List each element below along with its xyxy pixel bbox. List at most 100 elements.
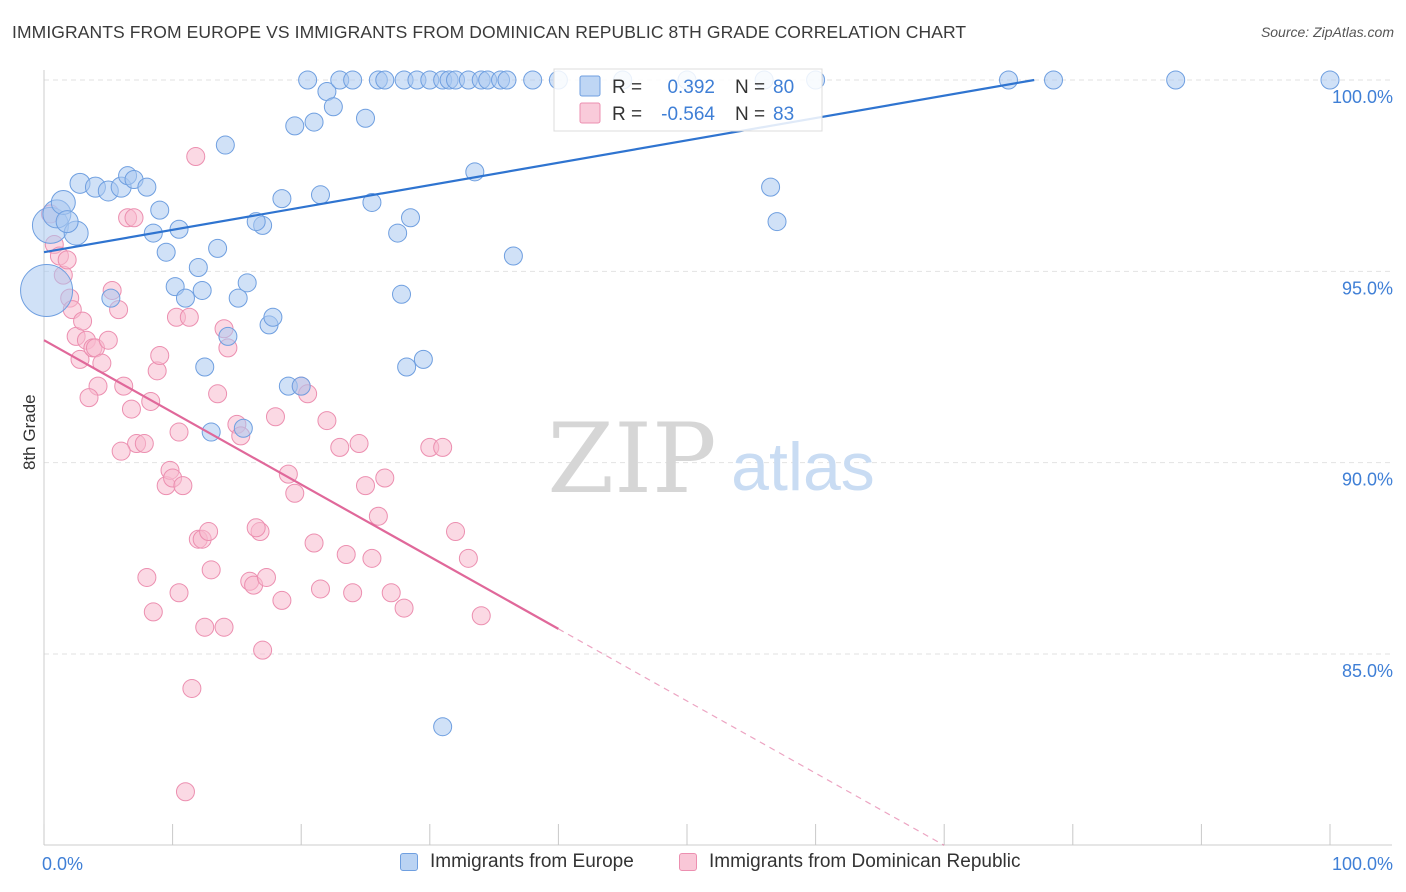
legend-dom-r-label: R =: [612, 104, 642, 125]
dominican-point: [336, 545, 356, 565]
dominican-point: [375, 468, 395, 488]
dominican-point: [394, 598, 414, 618]
dominican-point: [330, 437, 350, 457]
europe-point: [375, 70, 395, 90]
europe-point: [101, 288, 121, 308]
europe-point: [413, 349, 433, 369]
chart-title: IMMIGRANTS FROM EUROPE VS IMMIGRANTS FRO…: [12, 22, 967, 42]
stats-legend: R = 0.392 N = 80 R = -0.564 N = 83: [553, 68, 823, 132]
dominican-point: [73, 311, 93, 331]
dominican-point: [343, 583, 363, 603]
dominican-point: [169, 583, 189, 603]
dominican-point: [143, 602, 163, 622]
dominican-point: [256, 567, 276, 587]
europe-point: [304, 112, 324, 132]
europe-point: [291, 376, 311, 396]
bottom-legend-europe-swatch: [400, 853, 418, 871]
dominican-point: [253, 640, 273, 660]
europe-trend-line-solid: [43, 78, 1035, 254]
watermark: ZIP atlas: [547, 403, 874, 515]
europe-point: [263, 307, 283, 327]
europe-point: [156, 242, 176, 262]
dominican-point: [124, 208, 144, 228]
dominican-point: [169, 422, 189, 442]
axes: [43, 70, 1392, 846]
legend-europe-r-label: R =: [612, 77, 642, 98]
europe-point: [392, 284, 412, 304]
x-tick-label-min: 0.0%: [42, 854, 83, 874]
dominican-point: [214, 617, 234, 637]
dominican-point: [175, 782, 195, 802]
legend-dom-r-value: -0.564: [661, 104, 715, 125]
europe-point: [272, 189, 292, 209]
dominican-point: [362, 548, 382, 568]
watermark-atlas: atlas: [731, 429, 875, 505]
dominican-point: [317, 411, 337, 431]
dominican-trend-line-dashed: [558, 628, 945, 846]
legend-europe-swatch: [579, 75, 601, 97]
dominican-point: [137, 567, 157, 587]
dominican-point: [121, 399, 141, 419]
dominican-point: [446, 522, 466, 542]
europe-point: [397, 357, 417, 377]
series-dominican-points: [40, 147, 491, 802]
dominican-point: [201, 560, 221, 580]
europe-point: [192, 280, 212, 300]
europe-point: [310, 185, 330, 205]
dominican-point: [182, 678, 202, 698]
dominican-point: [458, 548, 478, 568]
tick-labels: 85.0% 90.0% 95.0% 100.0% 0.0% 100.0%: [42, 87, 1393, 874]
bottom-legend: Immigrants from Europe Immigrants from D…: [0, 851, 1406, 879]
europe-point: [323, 97, 343, 117]
europe-point: [362, 192, 382, 212]
dominican-point: [141, 391, 161, 411]
europe-point: [228, 288, 248, 308]
europe-point: [523, 70, 543, 90]
bottom-legend-dom: Immigrants from Dominican Republic: [679, 851, 1021, 873]
dominican-point: [134, 434, 154, 454]
europe-point: [298, 70, 318, 90]
europe-point: [150, 200, 170, 220]
dominican-point: [150, 346, 170, 366]
europe-point: [1320, 70, 1340, 90]
y-tick-label: 95.0%: [1342, 278, 1393, 298]
y-axis-label: 8th Grade: [20, 394, 39, 470]
dominican-point: [179, 307, 199, 327]
gridlines: [44, 79, 1392, 655]
dominican-point: [310, 579, 330, 599]
dominican-point: [368, 506, 388, 526]
y-tick-label: 90.0%: [1342, 470, 1393, 490]
europe-point: [497, 70, 517, 90]
dominican-point: [356, 476, 375, 496]
dominican-point: [265, 407, 285, 427]
trend-lines: [43, 78, 1035, 846]
x-tick-label-max: 100.0%: [1332, 854, 1393, 874]
dominican-point: [173, 476, 193, 496]
europe-point: [188, 258, 208, 278]
europe-point: [233, 418, 253, 438]
bottom-legend-europe-label: Immigrants from Europe: [430, 851, 634, 872]
dominican-point: [208, 384, 228, 404]
legend-dom-n-value: 83: [773, 104, 794, 125]
europe-point: [503, 246, 523, 266]
dominican-point: [471, 606, 491, 626]
dominican-point: [433, 437, 453, 457]
europe-point: [237, 273, 257, 293]
dominican-point: [111, 441, 131, 461]
bottom-legend-europe: Immigrants from Europe: [400, 851, 634, 873]
dominican-point: [285, 483, 305, 503]
europe-point: [137, 177, 157, 197]
europe-point: [343, 70, 363, 90]
dominican-point: [272, 590, 292, 610]
dominican-point: [199, 522, 219, 542]
legend-europe-n-label: N =: [735, 77, 765, 98]
dominican-point: [98, 330, 118, 350]
legend-dom-swatch: [579, 102, 601, 124]
y-tick-label: 85.0%: [1342, 661, 1393, 681]
europe-point: [433, 717, 453, 737]
europe-point: [761, 177, 781, 197]
watermark-zip: ZIP: [547, 403, 716, 515]
dominican-point: [304, 533, 324, 553]
dominican-point: [79, 388, 99, 408]
europe-point: [208, 238, 228, 258]
